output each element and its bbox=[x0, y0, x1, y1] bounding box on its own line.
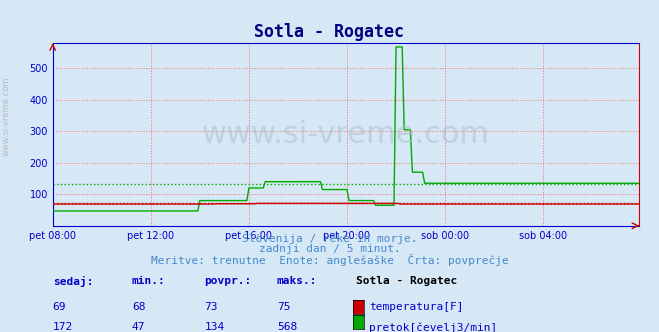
Text: Slovenija / reke in morje.: Slovenija / reke in morje. bbox=[242, 234, 417, 244]
Text: 568: 568 bbox=[277, 322, 297, 332]
Text: povpr.:: povpr.: bbox=[204, 276, 252, 286]
Text: Sotla - Rogatec: Sotla - Rogatec bbox=[254, 23, 405, 41]
Text: 69: 69 bbox=[53, 302, 66, 312]
Text: Meritve: trenutne  Enote: anglešaške  Črta: povprečje: Meritve: trenutne Enote: anglešaške Črta… bbox=[151, 254, 508, 266]
Text: www.si-vreme.com: www.si-vreme.com bbox=[2, 76, 11, 156]
Text: 172: 172 bbox=[53, 322, 73, 332]
Text: 75: 75 bbox=[277, 302, 290, 312]
Text: www.si-vreme.com: www.si-vreme.com bbox=[202, 120, 490, 149]
Text: temperatura[F]: temperatura[F] bbox=[369, 302, 463, 312]
Text: min.:: min.: bbox=[132, 276, 165, 286]
Text: Sotla - Rogatec: Sotla - Rogatec bbox=[356, 276, 457, 286]
Text: sedaj:: sedaj: bbox=[53, 276, 93, 287]
Text: zadnji dan / 5 minut.: zadnji dan / 5 minut. bbox=[258, 244, 401, 254]
Text: pretok[čevelj3/min]: pretok[čevelj3/min] bbox=[369, 322, 498, 332]
Text: maks.:: maks.: bbox=[277, 276, 317, 286]
Text: 47: 47 bbox=[132, 322, 145, 332]
Text: 134: 134 bbox=[204, 322, 225, 332]
Text: 73: 73 bbox=[204, 302, 217, 312]
Text: 68: 68 bbox=[132, 302, 145, 312]
